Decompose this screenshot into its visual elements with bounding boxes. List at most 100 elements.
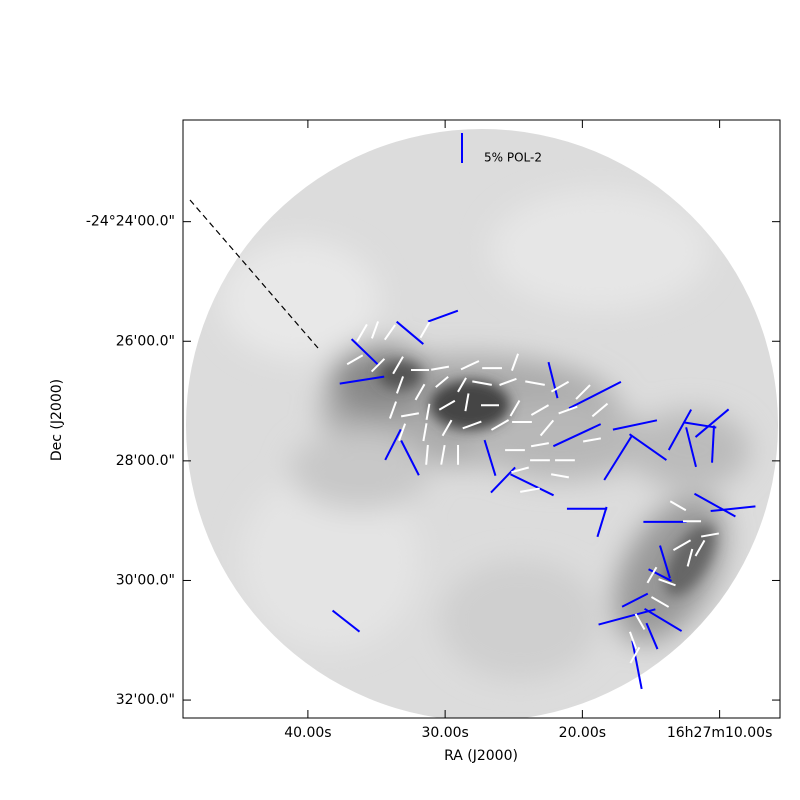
polarization-vector xyxy=(400,412,420,418)
polarization-vector xyxy=(700,532,720,538)
polarization-vector xyxy=(634,613,646,631)
polarization-vector xyxy=(511,466,530,474)
polarization-vector xyxy=(339,375,385,385)
polarization-vector xyxy=(457,377,467,393)
polarization-vector xyxy=(392,356,404,375)
polarization-vector xyxy=(612,419,658,431)
polarization-vector xyxy=(598,608,656,626)
polarization-vector xyxy=(693,492,736,518)
polarization-vector xyxy=(427,309,459,323)
polarization-vector xyxy=(431,365,450,371)
polarization-vector xyxy=(499,377,517,386)
vectors xyxy=(331,309,756,690)
polarization-vector xyxy=(711,425,715,463)
polarization-vector xyxy=(509,399,521,417)
polarization-vector xyxy=(356,323,368,342)
polarization-vector xyxy=(422,423,428,442)
polarization-vector xyxy=(683,421,717,429)
polarization-vector xyxy=(575,384,591,400)
polarization-vector xyxy=(629,646,641,664)
polarization-vector xyxy=(530,404,550,416)
polarization-vector xyxy=(646,566,658,584)
polarization-vector xyxy=(530,442,550,448)
polarization-vector xyxy=(384,429,402,461)
polarization-vector xyxy=(370,358,386,373)
x-tick-label: 30.00s xyxy=(421,725,468,741)
polarization-vector xyxy=(425,444,429,465)
y-axis-label: Dec (J2000) xyxy=(49,379,65,461)
polarization-vector xyxy=(490,419,510,431)
polarization-vector xyxy=(648,568,672,582)
polarization-vector xyxy=(383,324,396,341)
polarization-vector xyxy=(621,592,649,608)
polarization-vector xyxy=(550,380,570,393)
plot-frame xyxy=(182,119,781,719)
polarization-vector xyxy=(462,420,482,430)
polarization-vector xyxy=(644,607,683,632)
polarization-vector xyxy=(694,408,730,438)
polarization-vector xyxy=(395,376,404,394)
polarization-vector xyxy=(539,419,555,437)
x-tick-label: 40.00s xyxy=(284,725,331,741)
polarization-vector xyxy=(628,631,638,650)
polarization-vector xyxy=(645,622,659,650)
polarization-vector xyxy=(346,354,364,366)
polarization-vector xyxy=(435,375,449,388)
polarization-vector xyxy=(510,353,520,371)
y-tick-label: 28'00.0" xyxy=(116,453,175,469)
polarization-vector xyxy=(547,361,559,399)
polarization-vector xyxy=(525,380,545,386)
polarization-vector xyxy=(550,473,570,479)
x-axis-label: RA (J2000) xyxy=(444,748,518,764)
polarization-vector xyxy=(414,383,426,401)
polarization-vector xyxy=(520,487,540,493)
polarization-vector xyxy=(472,380,492,386)
polarization-vector xyxy=(568,380,622,410)
polarization-vector xyxy=(483,439,497,476)
polarization-vector xyxy=(425,403,431,420)
y-tick-label: 32'00.0" xyxy=(116,692,175,708)
polarization-vector xyxy=(464,393,470,412)
polarization-vector xyxy=(658,578,676,587)
polarization-vector xyxy=(659,545,671,579)
polarization-vector xyxy=(628,433,667,461)
polarization-vector xyxy=(400,440,420,476)
polarization-vector xyxy=(596,506,608,538)
polarization-vector xyxy=(685,427,697,468)
polarization-vector xyxy=(686,548,694,567)
polarization-vector xyxy=(603,435,633,481)
polarization-vector xyxy=(398,423,407,441)
polarization-vector xyxy=(582,437,602,443)
legend-label: 5% POL-2 xyxy=(484,151,542,165)
polarization-vector xyxy=(419,321,431,339)
y-tick-label: 26'00.0" xyxy=(116,333,175,349)
polarization-vector xyxy=(460,360,480,371)
polarization-vector xyxy=(438,399,456,411)
polarization-vector xyxy=(710,505,756,513)
polarization-vector xyxy=(552,423,602,448)
polarization-vector xyxy=(672,539,692,551)
polarization-vector xyxy=(509,473,555,497)
polarization-vector xyxy=(669,500,687,512)
y-tick-label: 30'00.0" xyxy=(116,572,175,588)
polarization-vector xyxy=(370,321,380,339)
polarization-vector xyxy=(650,596,670,608)
polarization-vector xyxy=(490,466,516,494)
x-tick-label: 16h27m10.00s xyxy=(667,725,773,741)
polarization-vector xyxy=(631,640,643,690)
polarization-vector xyxy=(694,539,706,557)
polarization-vector xyxy=(667,409,693,451)
polarization-vector xyxy=(441,419,453,437)
intensity-map xyxy=(186,129,778,718)
polarization-vector xyxy=(558,405,578,415)
dashed-line xyxy=(189,199,319,349)
y-tick-label: -24°24'00.0" xyxy=(86,214,175,230)
polarization-vector xyxy=(350,338,380,366)
polarization-vector xyxy=(396,320,424,345)
polarization-vector xyxy=(331,609,361,633)
polarization-vector xyxy=(440,444,446,465)
x-tick-label: 20.00s xyxy=(559,725,606,741)
polarization-vector xyxy=(388,401,397,419)
polarization-vector xyxy=(591,402,609,418)
